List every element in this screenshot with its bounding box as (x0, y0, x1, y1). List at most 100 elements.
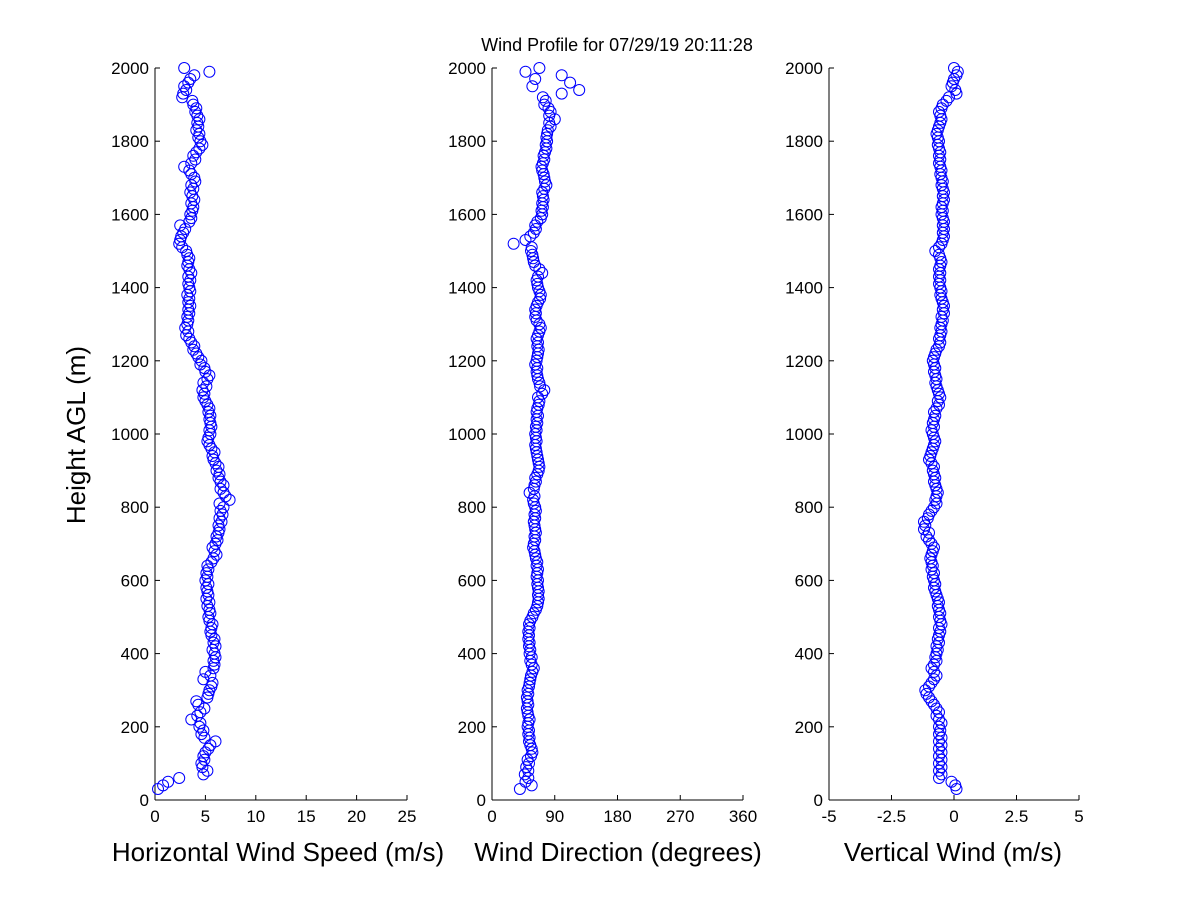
data-point (183, 332, 196, 345)
y-tick-label: 800 (458, 498, 486, 517)
data-point (933, 742, 945, 755)
y-tick-label: 1200 (111, 352, 149, 371)
data-point (943, 91, 955, 104)
data-point (191, 709, 204, 722)
y-tick-label: 2000 (785, 59, 823, 78)
data-point (197, 724, 210, 737)
y-tick-label: 600 (121, 571, 149, 590)
data-point (178, 80, 191, 93)
data-point (178, 160, 191, 173)
data-point (524, 673, 537, 686)
data-point (933, 241, 945, 254)
x-tick-label: -5 (821, 807, 836, 826)
data-point (525, 779, 538, 792)
data-point (928, 567, 940, 580)
data-point (513, 783, 526, 795)
data-point (525, 245, 537, 257)
data-point (555, 87, 568, 100)
data-point (520, 761, 533, 774)
y-tick-label: 1200 (785, 352, 823, 371)
data-point (213, 512, 226, 525)
data-point (928, 698, 940, 711)
data-point (184, 186, 197, 199)
data-point (217, 479, 230, 492)
x-tick-label: -2.5 (877, 807, 906, 826)
data-point (534, 380, 547, 393)
y-tick-label: 200 (458, 718, 486, 737)
data-point (205, 420, 218, 433)
x-tick-label: 360 (729, 807, 757, 826)
data-point (213, 468, 226, 481)
data-point (187, 149, 200, 162)
y-tick-label: 1600 (448, 205, 486, 224)
data-point (203, 596, 216, 609)
data-point (919, 684, 932, 697)
data-point (532, 270, 544, 283)
data-point (184, 285, 197, 298)
x-tick-label: 15 (297, 807, 316, 826)
data-point (928, 501, 940, 514)
data-point (190, 146, 203, 159)
data-point (930, 709, 943, 722)
y-tick-label: 400 (795, 645, 823, 664)
data-point (931, 395, 944, 408)
y-tick-label: 1400 (785, 279, 823, 298)
data-point (536, 186, 549, 199)
data-point (949, 779, 962, 792)
data-point (207, 636, 220, 649)
horizontal-wind-speed-panel: Height AGL (m) Horizontal Wind Speed (m/… (61, 59, 444, 867)
data-point (536, 190, 549, 203)
x-tick-label: 270 (666, 807, 694, 826)
data-point (199, 746, 212, 759)
data-point (196, 384, 209, 397)
data-point (174, 234, 187, 246)
data-point (923, 534, 935, 547)
y-tick-label: 0 (814, 791, 823, 810)
data-point (930, 343, 943, 356)
y-tick-label: 600 (795, 571, 823, 590)
data-point (928, 406, 940, 418)
data-point (198, 362, 211, 375)
data-point (188, 340, 201, 353)
data-point (933, 706, 945, 719)
data-point (203, 65, 216, 78)
data-point (190, 695, 203, 708)
data-point (188, 69, 201, 82)
data-point (529, 73, 542, 85)
data-point (198, 731, 211, 744)
data-point (203, 614, 216, 627)
data-point (940, 94, 953, 107)
data-point (540, 131, 553, 144)
data-point (536, 387, 549, 400)
data-point (201, 691, 214, 704)
data-point (195, 757, 208, 770)
data-point (213, 523, 226, 536)
data-point (533, 62, 546, 74)
data-point (928, 460, 940, 473)
data-point (933, 622, 945, 634)
data-point (573, 84, 586, 96)
data-point (195, 354, 208, 367)
y-tick-label: 400 (121, 645, 149, 664)
x-tick-label: 0 (949, 807, 958, 826)
x-tick-label: 5 (1074, 807, 1083, 826)
x-axis-label: Horizontal Wind Speed (m/s) (112, 837, 444, 867)
data-point (925, 662, 938, 675)
data-point (526, 80, 539, 93)
y-tick-label: 200 (795, 718, 823, 737)
y-tick-label: 0 (477, 791, 486, 810)
y-tick-label: 1800 (785, 132, 823, 151)
x-tick-label: 10 (246, 807, 265, 826)
y-tick-label: 800 (795, 498, 823, 517)
data-point (555, 69, 568, 82)
data-point (214, 504, 227, 517)
data-point (928, 673, 940, 686)
y-tick-label: 0 (140, 791, 149, 810)
data-point (193, 113, 206, 126)
data-point (205, 622, 218, 634)
data-point (178, 62, 191, 74)
data-point (933, 720, 945, 733)
data-point (202, 589, 215, 601)
x-tick-label: 90 (545, 807, 564, 826)
data-point (920, 530, 933, 543)
